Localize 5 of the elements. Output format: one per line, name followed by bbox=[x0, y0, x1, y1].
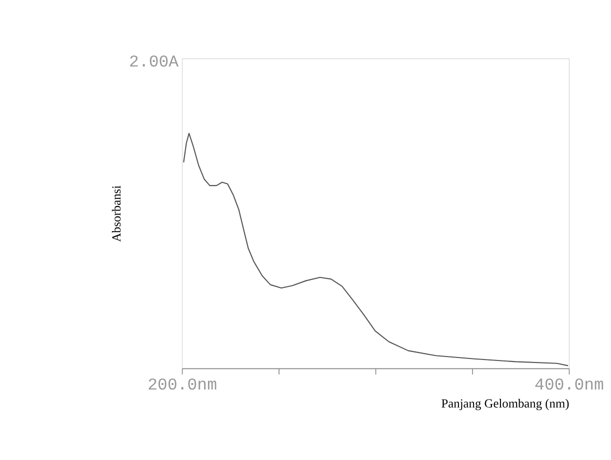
x-tick-label: 400.0nm bbox=[534, 375, 604, 394]
x-tick-label: 200.0nm bbox=[148, 375, 218, 394]
x-axis-title: Panjang Gelombang (nm) bbox=[441, 396, 570, 411]
y-axis-title: Absorbansi bbox=[109, 184, 124, 242]
text: 2.00A bbox=[129, 52, 179, 72]
